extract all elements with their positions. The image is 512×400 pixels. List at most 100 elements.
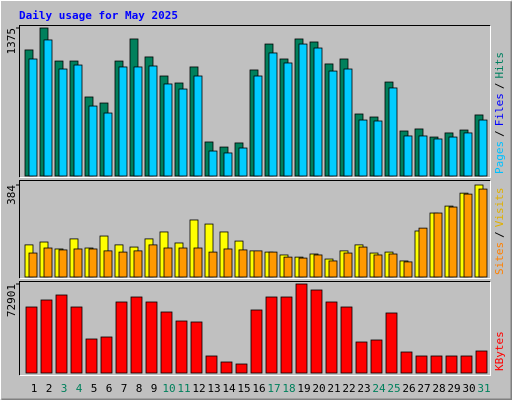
bar — [370, 339, 383, 374]
bar — [103, 250, 113, 278]
bar — [235, 363, 248, 374]
bar — [58, 249, 68, 278]
panel-border-light — [19, 180, 491, 279]
bar — [253, 250, 263, 278]
bar — [193, 75, 203, 177]
panel-border-light — [19, 25, 491, 178]
x-tick-label: 15 — [237, 382, 250, 395]
bar — [178, 247, 188, 278]
bar — [220, 361, 233, 374]
bar — [313, 254, 323, 278]
x-tick-label: 6 — [106, 382, 113, 395]
legend-separator: / — [493, 83, 506, 90]
legend-entry: Visits — [493, 188, 506, 228]
legend-separator: / — [493, 130, 506, 137]
bar — [475, 350, 488, 374]
y-tick-label: 384 — [5, 185, 18, 205]
bar — [193, 247, 203, 278]
bar — [280, 296, 293, 374]
bar — [178, 88, 188, 177]
x-tick-label: 26 — [402, 382, 415, 395]
bar — [448, 136, 458, 177]
bar — [433, 212, 443, 278]
bar — [283, 256, 293, 278]
x-tick-label: 28 — [432, 382, 445, 395]
x-tick-label: 2 — [46, 382, 53, 395]
bar — [145, 301, 158, 374]
x-tick-label: 4 — [76, 382, 83, 395]
bar — [355, 341, 368, 374]
x-tick-label: 10 — [162, 382, 175, 395]
x-tick-label: 21 — [327, 382, 340, 395]
bar — [373, 254, 383, 278]
legend-entry: Pages — [493, 141, 506, 174]
bar — [118, 251, 128, 278]
x-tick-label: 23 — [357, 382, 370, 395]
bar — [73, 64, 83, 177]
bar — [88, 105, 98, 177]
bar — [358, 246, 368, 278]
x-tick-label: 18 — [282, 382, 295, 395]
bar — [313, 47, 323, 177]
x-tick-label: 1 — [31, 382, 38, 395]
bar — [148, 65, 158, 177]
bar — [460, 355, 473, 374]
bar — [25, 306, 38, 374]
bar — [268, 52, 278, 177]
bar — [385, 312, 398, 374]
bar — [415, 355, 428, 374]
bar — [28, 58, 38, 177]
bar — [253, 75, 263, 177]
bar — [265, 296, 278, 374]
bar — [160, 311, 173, 374]
legend: Pages / Files / Hits — [493, 52, 506, 174]
bar — [478, 188, 488, 278]
legend-entry: Sites — [493, 242, 506, 275]
bar — [238, 147, 248, 177]
bar — [223, 248, 233, 278]
bar — [478, 119, 488, 177]
bar — [298, 257, 308, 278]
bar — [130, 296, 143, 374]
bar — [43, 247, 53, 278]
bar — [43, 39, 53, 177]
x-tick-label: 5 — [91, 382, 98, 395]
bar — [133, 250, 143, 278]
x-tick-label: 14 — [222, 382, 236, 395]
bar — [388, 87, 398, 177]
bar — [175, 320, 188, 374]
x-tick-label: 11 — [177, 382, 190, 395]
bar — [268, 251, 278, 278]
bar — [298, 43, 308, 177]
x-tick-label: 16 — [252, 382, 265, 395]
bar — [238, 249, 248, 278]
x-tick-label: 17 — [267, 382, 280, 395]
bar — [358, 119, 368, 177]
bar — [448, 206, 458, 278]
legend-entry: KBytes — [493, 331, 506, 371]
x-tick-label: 29 — [447, 382, 460, 395]
bar — [148, 244, 158, 278]
x-tick-label: 3 — [61, 382, 68, 395]
bar — [403, 261, 413, 278]
panel-border-dark — [19, 180, 491, 279]
panel-border-dark — [19, 25, 491, 178]
bar — [208, 251, 218, 278]
panel-border-dark — [19, 281, 491, 376]
bar — [445, 355, 458, 374]
bar — [88, 248, 98, 278]
bar — [400, 351, 413, 374]
x-tick-label: 22 — [342, 382, 355, 395]
bar — [223, 152, 233, 177]
x-tick-label: 20 — [312, 382, 325, 395]
bar — [418, 135, 428, 177]
bar — [463, 193, 473, 278]
bar — [325, 301, 338, 374]
legend-entry: Files — [493, 93, 506, 126]
bar — [250, 309, 263, 374]
x-tick-label: 24 — [372, 382, 386, 395]
bar — [430, 355, 443, 374]
bar — [388, 253, 398, 278]
